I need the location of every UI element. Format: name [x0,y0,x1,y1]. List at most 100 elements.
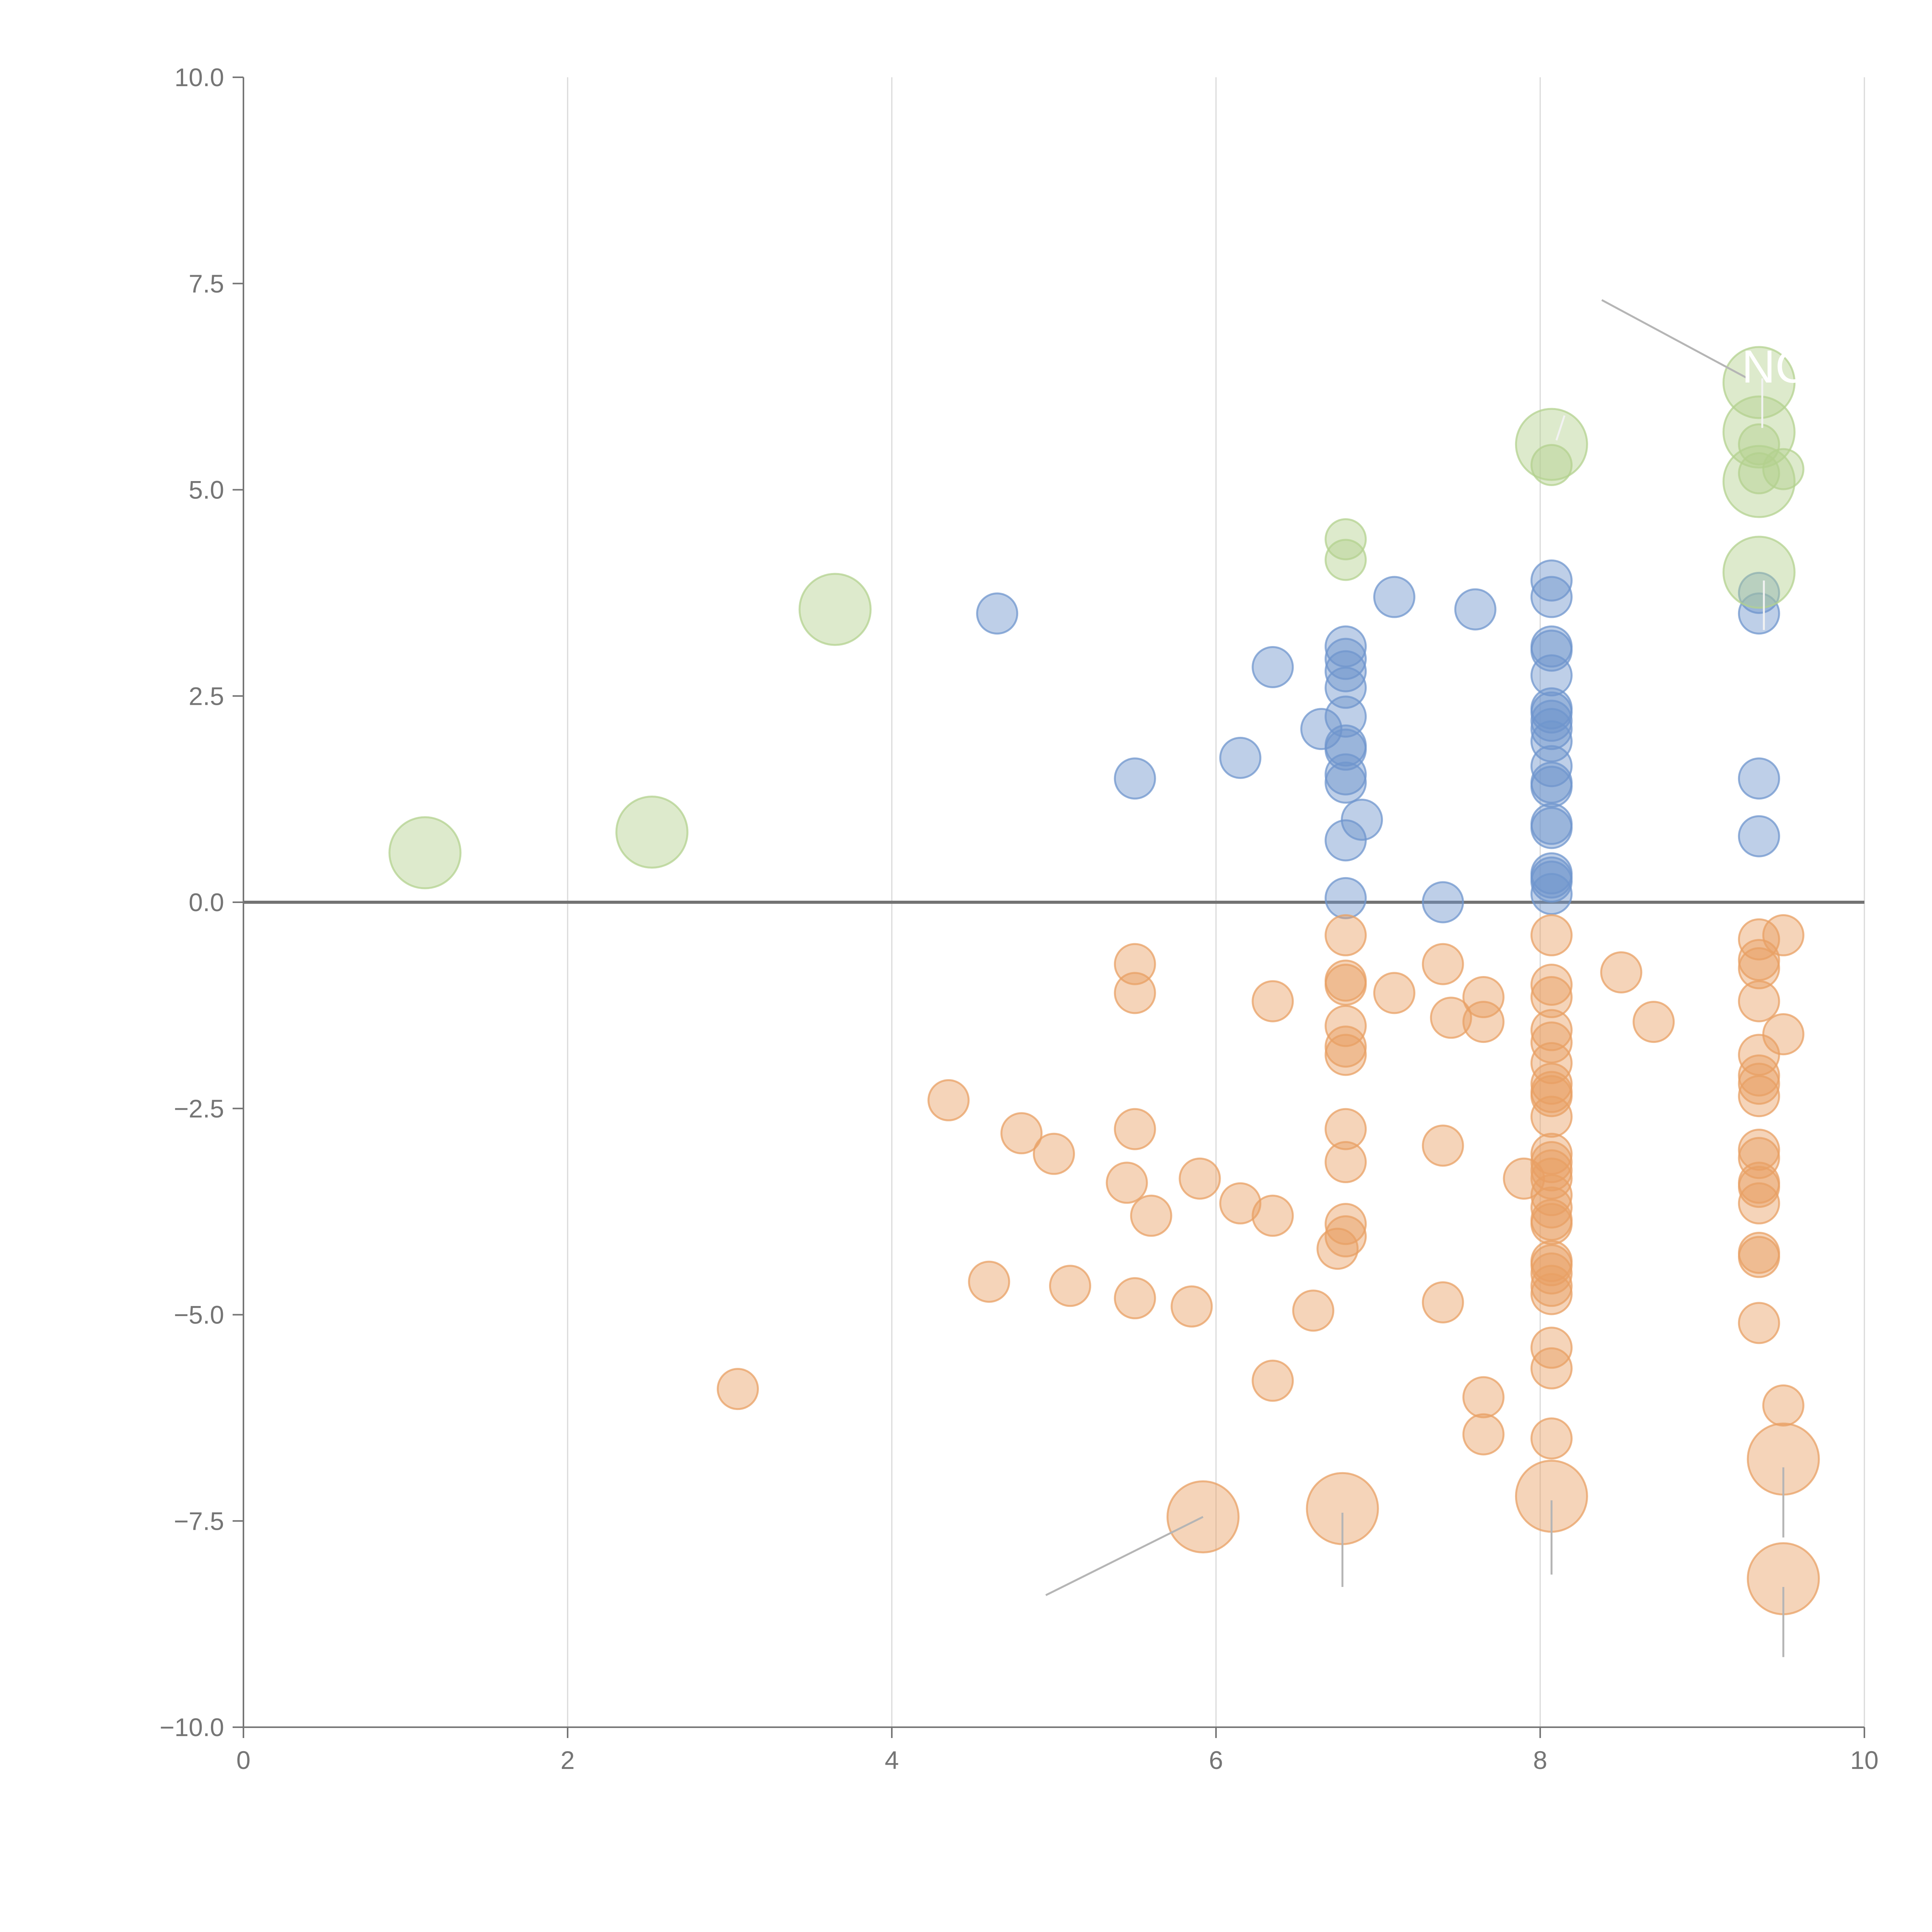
data-point-negative [1530,1095,1573,1138]
data-point-negative [1422,943,1464,985]
data-point-positive [1530,765,1573,808]
data-point-highlight-positive-large [1515,408,1588,481]
annotation-leader [1045,1516,1204,1596]
y-tick-label: 2.5 [189,682,224,710]
data-point-positive [1325,650,1367,692]
data-point-negative [1738,980,1780,1022]
y-tick-label: −5.0 [174,1301,224,1329]
data-point-positive [1530,807,1573,849]
data-point-negative [1462,1413,1505,1456]
data-point-negative [1219,1182,1262,1225]
data-point-negative [1325,964,1367,1006]
annotation-leader [1555,415,1566,441]
data-point-negative [1762,1384,1804,1427]
data-point-negative [1462,1376,1505,1418]
data-point-positive [1325,667,1367,709]
data-point-highlight-positive [1530,444,1573,486]
annotation-leaders [1045,299,1784,1657]
data-point-positive [1454,588,1497,631]
data-point-negative [1325,1203,1367,1245]
data-point-highlight-positive [1762,448,1804,490]
data-point-positive [1325,638,1367,680]
x-tick-label: 2 [561,1746,575,1774]
data-point-negative [1325,1034,1367,1076]
data-point-highlight-positive-large [798,573,872,646]
data-point-negative [1114,1277,1156,1320]
data-point-negative [1530,914,1573,956]
data-point-negative [1292,1289,1335,1332]
data-point-highlight-positive-large [1722,445,1796,518]
data-point-highlight-positive-large [615,796,689,869]
data-point-negative [1530,1157,1573,1200]
data-point-negative [927,1079,970,1121]
data-point-positive [1114,757,1156,800]
data-point-negative [1179,1157,1221,1200]
y-tick-label: −2.5 [174,1094,224,1123]
data-point-negative [716,1368,759,1410]
data-point-negative [1373,972,1415,1014]
data-point-negative [1049,1265,1091,1307]
data-point-negative [1530,1009,1573,1051]
data-point-negative [1105,1162,1148,1204]
data-point-positive [976,592,1019,635]
data-point-negative [1252,1194,1294,1237]
data-point-negative [1130,1194,1172,1237]
data-point-negative [1738,1075,1780,1117]
data-point-highlight-positive-large [388,816,462,889]
data-point-positive [1530,720,1573,763]
data-point-positive [1325,761,1367,804]
data-point-negative [1114,1108,1156,1150]
data-point-positive [1422,881,1464,923]
data-point-negative [1738,947,1780,990]
data-point-negative [1600,951,1643,993]
data-point-positive [1219,736,1262,779]
data-point-negative [1530,1347,1573,1389]
data-point-negative [1738,1302,1780,1344]
y-tick-label: −10.0 [160,1713,224,1742]
data-point-highlight-positive-large [1722,536,1796,609]
data-point-negative [1316,1228,1359,1270]
data-point-negative [1430,997,1472,1039]
data-point-negative [1462,1001,1505,1043]
data-point-negative [1325,1108,1367,1150]
data-point-negative [1762,1013,1804,1056]
annotation-leader [1601,299,1748,379]
data-point-negative [1738,1236,1780,1278]
x-tick-label: 6 [1209,1746,1223,1774]
data-point-negative [1325,1215,1367,1258]
data-point-negative [1530,976,1573,1019]
data-point-positive [1325,728,1367,771]
data-point-positive [1530,559,1573,602]
data-point-negative [1530,964,1573,1006]
data-point-negative [1633,1001,1675,1043]
y-tick-label: 5.0 [189,476,224,504]
data-point-negative [1325,1141,1367,1184]
y-tick-label: 7.5 [189,269,224,298]
x-tick-label: 4 [885,1746,899,1774]
data-point-negative [1422,1281,1464,1323]
annotation-label: NC [1742,341,1809,393]
data-point-negative [1738,1166,1780,1208]
data-point-negative [1530,1203,1573,1245]
data-point-negative [1252,1359,1294,1402]
data-point-positive [1341,799,1383,841]
data-point-negative [1530,1273,1573,1315]
data-point-positive [1325,625,1367,668]
data-point-positive [1738,815,1780,857]
data-point-negative [1325,914,1367,956]
data-point-negative [1114,972,1156,1014]
data-point-negative [1000,1112,1043,1155]
data-point-negative [1170,1285,1213,1328]
axes [233,77,1865,1738]
data-point-highlight-positive [1325,539,1367,581]
data-point-negative [1738,1182,1780,1225]
data-point-positive [1373,576,1415,618]
data-point-negative [1252,980,1294,1022]
data-point-positive [1530,708,1573,750]
x-tick-label: 10 [1850,1746,1878,1774]
data-point-positive [1738,757,1780,800]
data-point-positive [1325,877,1367,919]
data-point-negative [1738,1137,1780,1179]
y-tick-label: −7.5 [174,1507,224,1535]
